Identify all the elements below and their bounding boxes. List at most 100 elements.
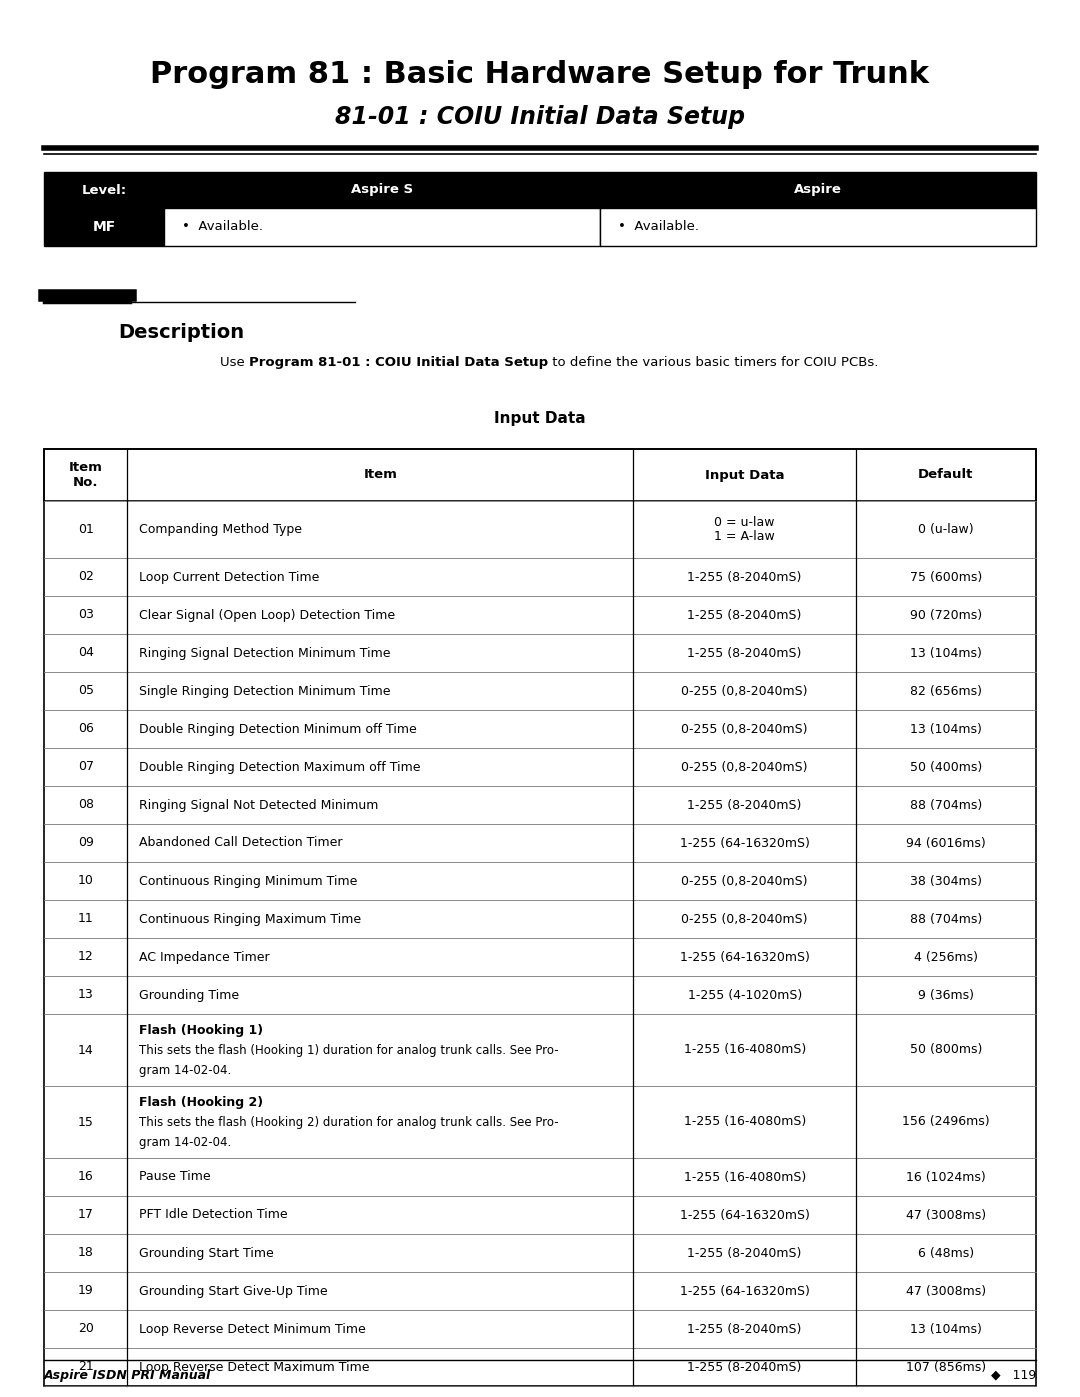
Text: MF: MF — [93, 219, 116, 235]
Text: 13 (104ms): 13 (104ms) — [910, 722, 982, 735]
Text: Pause Time: Pause Time — [139, 1171, 211, 1183]
Text: Program 81-01 : COIU Initial Data Setup: Program 81-01 : COIU Initial Data Setup — [249, 356, 549, 369]
Text: Aspire S: Aspire S — [351, 183, 413, 197]
Bar — [44, 710, 1036, 747]
Text: 1-255 (64-16320mS): 1-255 (64-16320mS) — [679, 1208, 810, 1221]
Text: 38 (304ms): 38 (304ms) — [910, 875, 982, 887]
Bar — [44, 1158, 1036, 1196]
Text: Item
No.: Item No. — [69, 461, 103, 489]
Text: 16 (1024ms): 16 (1024ms) — [906, 1171, 986, 1183]
Text: Input Data: Input Data — [495, 411, 585, 426]
Bar — [44, 1310, 1036, 1348]
Bar — [44, 747, 1036, 787]
Bar — [44, 448, 1036, 1386]
Text: Loop Reverse Detect Maximum Time: Loop Reverse Detect Maximum Time — [139, 1361, 370, 1373]
Text: 0-255 (0,8-2040mS): 0-255 (0,8-2040mS) — [681, 722, 808, 735]
Text: 88 (704ms): 88 (704ms) — [909, 799, 982, 812]
Text: 1-255 (8-2040mS): 1-255 (8-2040mS) — [688, 1246, 801, 1260]
Text: Double Ringing Detection Minimum off Time: Double Ringing Detection Minimum off Tim… — [139, 722, 417, 735]
Text: 10: 10 — [78, 875, 94, 887]
Text: Program 81 : Basic Hardware Setup for Trunk: Program 81 : Basic Hardware Setup for Tr… — [150, 60, 930, 89]
Text: 47 (3008ms): 47 (3008ms) — [906, 1284, 986, 1298]
Text: This sets the flash (Hooking 1) duration for analog trunk calls. See Pro-: This sets the flash (Hooking 1) duration… — [139, 1044, 559, 1058]
Bar — [600, 208, 1036, 246]
Bar — [44, 1085, 1036, 1158]
Text: Ringing Signal Not Detected Minimum: Ringing Signal Not Detected Minimum — [139, 799, 379, 812]
Text: 05: 05 — [78, 685, 94, 697]
Text: 04: 04 — [78, 647, 94, 659]
Text: Abandoned Call Detection Timer: Abandoned Call Detection Timer — [139, 837, 343, 849]
Text: 1-255 (64-16320mS): 1-255 (64-16320mS) — [679, 950, 810, 964]
Text: 16: 16 — [78, 1171, 94, 1183]
Text: 1-255 (8-2040mS): 1-255 (8-2040mS) — [688, 1323, 801, 1336]
Text: 156 (2496ms): 156 (2496ms) — [902, 1115, 989, 1129]
Text: 0-255 (0,8-2040mS): 0-255 (0,8-2040mS) — [681, 760, 808, 774]
Text: 1-255 (16-4080mS): 1-255 (16-4080mS) — [684, 1171, 806, 1183]
Text: Aspire: Aspire — [794, 183, 842, 197]
Text: 14: 14 — [78, 1044, 94, 1056]
Text: Use: Use — [220, 356, 249, 369]
Text: 21: 21 — [78, 1361, 94, 1373]
Text: AC Impedance Timer: AC Impedance Timer — [139, 950, 270, 964]
Bar — [44, 824, 1036, 862]
Text: 75 (600ms): 75 (600ms) — [909, 570, 982, 584]
Text: 88 (704ms): 88 (704ms) — [909, 912, 982, 925]
Text: Grounding Start Give-Up Time: Grounding Start Give-Up Time — [139, 1284, 328, 1298]
Text: Input Data: Input Data — [705, 468, 784, 482]
Text: 50 (800ms): 50 (800ms) — [909, 1044, 982, 1056]
Text: gram 14-02-04.: gram 14-02-04. — [139, 1065, 231, 1077]
Text: 4 (256ms): 4 (256ms) — [914, 950, 977, 964]
Bar — [44, 1348, 1036, 1386]
Text: •  Available.: • Available. — [183, 221, 264, 233]
Text: Loop Current Detection Time: Loop Current Detection Time — [139, 570, 320, 584]
Text: 17: 17 — [78, 1208, 94, 1221]
Text: 1-255 (8-2040mS): 1-255 (8-2040mS) — [688, 1361, 801, 1373]
Text: Double Ringing Detection Maximum off Time: Double Ringing Detection Maximum off Tim… — [139, 760, 421, 774]
Text: 01: 01 — [78, 522, 94, 536]
Text: Loop Reverse Detect Minimum Time: Loop Reverse Detect Minimum Time — [139, 1323, 366, 1336]
Text: 13 (104ms): 13 (104ms) — [910, 647, 982, 659]
Text: 13 (104ms): 13 (104ms) — [910, 1323, 982, 1336]
Text: 1-255 (8-2040mS): 1-255 (8-2040mS) — [688, 570, 801, 584]
Text: 1-255 (8-2040mS): 1-255 (8-2040mS) — [688, 799, 801, 812]
Bar — [164, 208, 600, 246]
Bar — [44, 448, 1036, 502]
Text: 09: 09 — [78, 837, 94, 849]
Text: 1-255 (8-2040mS): 1-255 (8-2040mS) — [688, 609, 801, 622]
Text: Single Ringing Detection Minimum Time: Single Ringing Detection Minimum Time — [139, 685, 391, 697]
Text: 11: 11 — [78, 912, 94, 925]
Text: 1-255 (16-4080mS): 1-255 (16-4080mS) — [684, 1115, 806, 1129]
Bar — [44, 900, 1036, 937]
Bar — [44, 502, 1036, 557]
Text: Item: Item — [364, 468, 397, 482]
Text: Grounding Start Time: Grounding Start Time — [139, 1246, 274, 1260]
Text: 1-255 (64-16320mS): 1-255 (64-16320mS) — [679, 1284, 810, 1298]
Text: 0-255 (0,8-2040mS): 0-255 (0,8-2040mS) — [681, 685, 808, 697]
Text: 08: 08 — [78, 799, 94, 812]
Text: 06: 06 — [78, 722, 94, 735]
Text: 1-255 (64-16320mS): 1-255 (64-16320mS) — [679, 837, 810, 849]
Bar — [44, 977, 1036, 1014]
Bar — [164, 172, 600, 208]
Text: 18: 18 — [78, 1246, 94, 1260]
Text: gram 14-02-04.: gram 14-02-04. — [139, 1136, 231, 1148]
Text: 82 (656ms): 82 (656ms) — [910, 685, 982, 697]
Text: Clear Signal (Open Loop) Detection Time: Clear Signal (Open Loop) Detection Time — [139, 609, 395, 622]
Text: 1-255 (8-2040mS): 1-255 (8-2040mS) — [688, 647, 801, 659]
Text: 0 (u-law): 0 (u-law) — [918, 522, 974, 536]
Text: 81-01 : COIU Initial Data Setup: 81-01 : COIU Initial Data Setup — [335, 105, 745, 129]
Text: 02: 02 — [78, 570, 94, 584]
Text: Continuous Ringing Minimum Time: Continuous Ringing Minimum Time — [139, 875, 357, 887]
Text: 50 (400ms): 50 (400ms) — [909, 760, 982, 774]
Text: 47 (3008ms): 47 (3008ms) — [906, 1208, 986, 1221]
Text: Flash (Hooking 1): Flash (Hooking 1) — [139, 1024, 264, 1037]
Text: 03: 03 — [78, 609, 94, 622]
Text: PFT Idle Detection Time: PFT Idle Detection Time — [139, 1208, 288, 1221]
Bar — [44, 172, 164, 208]
Bar — [44, 787, 1036, 824]
Text: Companding Method Type: Companding Method Type — [139, 522, 302, 536]
Text: 1-255 (16-4080mS): 1-255 (16-4080mS) — [684, 1044, 806, 1056]
Text: Description: Description — [118, 323, 244, 342]
Text: 94 (6016ms): 94 (6016ms) — [906, 837, 986, 849]
Text: Default: Default — [918, 468, 973, 482]
